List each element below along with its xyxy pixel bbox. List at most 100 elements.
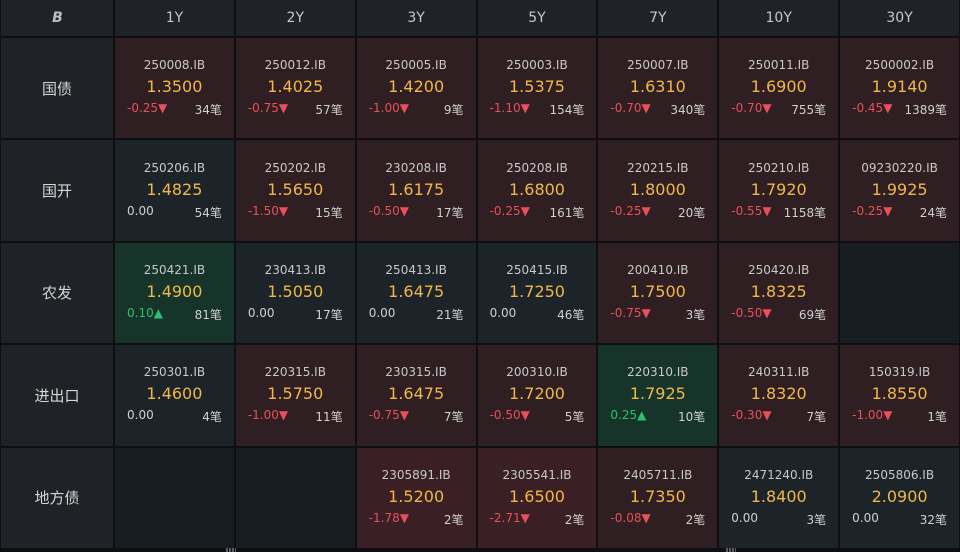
bond-code: 230315.IB xyxy=(385,365,447,380)
bond-code: 250007.IB xyxy=(627,58,689,73)
row-header[interactable]: 农发 xyxy=(1,242,113,344)
tenor-header-2y[interactable]: 2Y xyxy=(235,0,355,36)
quote-cell[interactable]: 250202.IB 1.5650 -1.50▼ 15笔 xyxy=(235,140,355,241)
quote-meta: -0.25▼ 24笔 xyxy=(840,204,959,221)
yield-value: 1.5750 xyxy=(267,384,324,404)
trade-count: 32笔 xyxy=(919,512,947,527)
trade-count: 57笔 xyxy=(315,103,343,118)
quote-cell[interactable]: 220310.IB 1.7925 0.25▲ 10笔 xyxy=(598,345,718,446)
tenor-header-1y[interactable]: 1Y xyxy=(115,0,234,36)
empty-cell xyxy=(235,447,355,548)
change-value: -0.25▼ xyxy=(610,203,651,218)
yield-value: 1.5050 xyxy=(267,281,324,301)
change-value: -0.75▼ xyxy=(247,101,289,116)
bond-code: 250008.IB xyxy=(143,58,206,73)
bond-code: 2500002.IB xyxy=(865,58,935,73)
quote-cell[interactable]: 150319.IB 1.8550 -1.00▼ 1笔 xyxy=(840,345,959,446)
change-value: -0.75▼ xyxy=(368,408,409,423)
change-value: 0.00 xyxy=(127,408,154,423)
yield-value: 1.3500 xyxy=(146,77,203,97)
quote-meta: 0.10▲ 81笔 xyxy=(115,306,234,323)
quote-cell[interactable]: 250005.IB 1.4200 -1.00▼ 9笔 xyxy=(356,38,476,139)
quote-meta: -1.78▼ 2笔 xyxy=(357,511,476,528)
trade-count: 755笔 xyxy=(791,103,827,118)
quote-cell[interactable]: 250301.IB 1.4600 0.00 4笔 xyxy=(115,345,234,446)
bond-code: 250420.IB xyxy=(748,262,810,277)
row-header[interactable]: 地方债 xyxy=(1,447,113,548)
quote-meta: 0.00 21笔 xyxy=(357,306,476,323)
quote-meta: -1.00▼ 9笔 xyxy=(357,101,476,118)
quote-cell[interactable]: 250011.IB 1.6900 -0.70▼ 755笔 xyxy=(719,38,839,139)
quote-cell[interactable]: 200310.IB 1.7200 -0.50▼ 5笔 xyxy=(477,345,597,446)
quote-cell[interactable]: 230208.IB 1.6175 -0.50▼ 17笔 xyxy=(356,140,476,241)
yield-value: 1.9140 xyxy=(871,77,928,97)
quote-cell[interactable]: 220215.IB 1.8000 -0.25▼ 20笔 xyxy=(598,140,718,241)
trade-count: 2笔 xyxy=(443,512,464,527)
quote-cell[interactable]: 2500002.IB 1.9140 -0.45▼ 1389笔 xyxy=(840,38,959,139)
yield-value: 1.8320 xyxy=(750,384,807,404)
trade-count: 2笔 xyxy=(685,512,706,527)
quote-cell[interactable]: 200410.IB 1.7500 -0.75▼ 3笔 xyxy=(598,242,718,344)
tenor-header-10y[interactable]: 10Y xyxy=(719,0,839,36)
quote-cell[interactable]: 250008.IB 1.3500 -0.25▼ 34笔 xyxy=(115,38,234,139)
yield-value: 1.8550 xyxy=(871,384,928,404)
bond-code: 220215.IB xyxy=(627,160,689,175)
quote-meta: 0.00 32笔 xyxy=(840,511,959,528)
quote-cell[interactable]: 250210.IB 1.7920 -0.55▼ 1158笔 xyxy=(719,140,839,241)
trade-count: 24笔 xyxy=(919,205,947,220)
tenor-header-30y[interactable]: 30Y xyxy=(840,0,959,36)
row-header[interactable]: 国债 xyxy=(1,38,113,139)
quote-meta: -0.75▼ 3笔 xyxy=(598,306,717,323)
quote-cell[interactable]: 2405711.IB 1.7350 -0.08▼ 2笔 xyxy=(598,447,718,548)
quote-cell[interactable]: 2505806.IB 2.0900 0.00 32笔 xyxy=(840,447,959,548)
tenor-header-7y[interactable]: 7Y xyxy=(598,0,718,36)
quote-cell[interactable]: 240311.IB 1.8320 -0.30▼ 7笔 xyxy=(719,345,839,446)
quote-cell[interactable]: 250003.IB 1.5375 -1.10▼ 154笔 xyxy=(477,38,597,139)
quote-cell[interactable]: 250420.IB 1.8325 -0.50▼ 69笔 xyxy=(719,242,839,344)
bond-code: 2305891.IB xyxy=(381,467,451,482)
bond-code: 250210.IB xyxy=(748,160,810,175)
quote-meta: -0.75▼ 57笔 xyxy=(236,101,355,118)
row-header[interactable]: 国开 xyxy=(1,140,113,241)
change-value: -1.00▼ xyxy=(368,101,409,116)
bond-code: 2471240.IB xyxy=(744,467,814,482)
change-value: -0.70▼ xyxy=(731,101,772,116)
quote-cell[interactable]: 2305541.IB 1.6500 -2.71▼ 2笔 xyxy=(477,447,597,548)
trade-count: 161笔 xyxy=(549,205,585,220)
quote-cell[interactable]: 220315.IB 1.5750 -1.00▼ 11笔 xyxy=(235,345,355,446)
quote-cell[interactable]: 250206.IB 1.4825 0.00 54笔 xyxy=(115,140,234,241)
quote-meta: 0.00 46笔 xyxy=(478,306,597,323)
quote-cell[interactable]: 250007.IB 1.6310 -0.70▼ 340笔 xyxy=(598,38,718,139)
quote-meta: 0.00 4笔 xyxy=(115,408,234,425)
yield-value: 1.6310 xyxy=(629,77,686,97)
quote-cell[interactable]: 250208.IB 1.6800 -0.25▼ 161笔 xyxy=(477,140,597,241)
resize-handle-left[interactable] xyxy=(226,548,236,552)
quote-meta: -0.70▼ 755笔 xyxy=(719,101,838,118)
bond-code: 250206.IB xyxy=(143,160,206,175)
change-value: -0.70▼ xyxy=(610,101,651,116)
trade-count: 7笔 xyxy=(806,410,827,425)
quote-meta: -0.25▼ 161笔 xyxy=(478,204,597,221)
tenor-header-5y[interactable]: 5Y xyxy=(477,0,597,36)
bond-code: 250415.IB xyxy=(506,262,568,277)
quote-cell[interactable]: 250413.IB 1.6475 0.00 21笔 xyxy=(356,242,476,344)
quote-cell[interactable]: 2305891.IB 1.5200 -1.78▼ 2笔 xyxy=(356,447,476,548)
brand-logo-icon: B xyxy=(52,10,63,26)
change-value: -0.08▼ xyxy=(610,510,651,525)
resize-handle-right[interactable] xyxy=(726,548,736,552)
bond-code: 2505806.IB xyxy=(865,467,935,482)
quote-cell[interactable]: 250415.IB 1.7250 0.00 46笔 xyxy=(477,242,597,344)
row-header[interactable]: 进出口 xyxy=(1,345,113,446)
quote-cell[interactable]: 250012.IB 1.4025 -0.75▼ 57笔 xyxy=(235,38,355,139)
trade-count: 15笔 xyxy=(315,205,343,220)
change-value: -0.45▼ xyxy=(852,101,893,116)
quote-cell[interactable]: 09230220.IB 1.9925 -0.25▼ 24笔 xyxy=(840,140,959,241)
tenor-header-3y[interactable]: 3Y xyxy=(356,0,476,36)
quote-cell[interactable]: 250421.IB 1.4900 0.10▲ 81笔 xyxy=(115,242,234,344)
quote-cell[interactable]: 230413.IB 1.5050 0.00 17笔 xyxy=(235,242,355,344)
change-value: 0.00 xyxy=(247,305,275,320)
yield-value: 1.4600 xyxy=(146,384,203,404)
quote-cell[interactable]: 230315.IB 1.6475 -0.75▼ 7笔 xyxy=(356,345,476,446)
trade-count: 5笔 xyxy=(564,410,585,425)
quote-cell[interactable]: 2471240.IB 1.8400 0.00 3笔 xyxy=(719,447,839,548)
